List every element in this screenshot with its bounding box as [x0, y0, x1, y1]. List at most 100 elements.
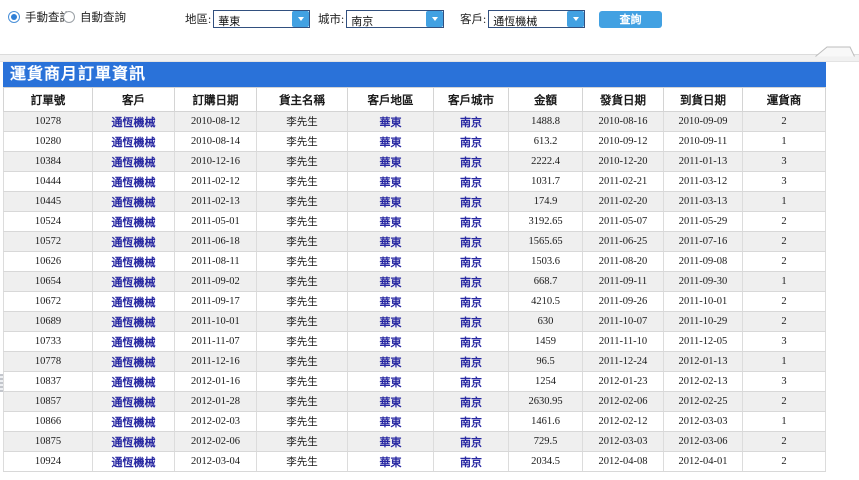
cell-order-id: 10837: [3, 371, 93, 392]
cell-link-customer-city[interactable]: 南京: [433, 411, 509, 432]
cell-link-customer-city[interactable]: 南京: [433, 351, 509, 372]
cell-shipper: 1: [742, 131, 826, 152]
cell-link-customer-region[interactable]: 華東: [347, 411, 434, 432]
cell-arrival-date: 2012-04-01: [663, 451, 743, 472]
header-order-id: 訂單號: [3, 87, 93, 112]
cell-link-customer-city[interactable]: 南京: [433, 271, 509, 292]
cell-link-customer-region[interactable]: 華東: [347, 131, 434, 152]
cell-link-customer[interactable]: 通恆機械: [92, 151, 175, 172]
cell-link-customer[interactable]: 通恆機械: [92, 251, 175, 272]
cell-order-id: 10524: [3, 211, 93, 232]
header-customer-region: 客戶地區: [347, 87, 434, 112]
cell-link-customer-city[interactable]: 南京: [433, 311, 509, 332]
cell-arrival-date: 2011-10-01: [663, 291, 743, 312]
cell-link-customer[interactable]: 通恆機械: [92, 451, 175, 472]
cell-link-customer-region[interactable]: 華東: [347, 231, 434, 252]
cell-link-customer-region[interactable]: 華東: [347, 431, 434, 452]
cell-link-customer-region[interactable]: 華東: [347, 351, 434, 372]
cell-link-customer[interactable]: 通恆機械: [92, 211, 175, 232]
cell-order-date: 2011-10-01: [174, 311, 257, 332]
cell-link-customer[interactable]: 通恆機械: [92, 431, 175, 452]
cell-link-customer[interactable]: 通恆機械: [92, 331, 175, 352]
region-select[interactable]: 華東: [213, 10, 311, 28]
cell-link-customer[interactable]: 通恆機械: [92, 391, 175, 412]
cell-link-customer-city[interactable]: 南京: [433, 391, 509, 412]
cell-link-customer-region[interactable]: 華東: [347, 391, 434, 412]
cell-link-customer[interactable]: 通恆機械: [92, 371, 175, 392]
cell-order-id: 10654: [3, 271, 93, 292]
query-button[interactable]: 查詢: [599, 11, 662, 28]
cell-link-customer-city[interactable]: 南京: [433, 111, 509, 132]
cell-link-customer-city[interactable]: 南京: [433, 231, 509, 252]
cell-link-customer-region[interactable]: 華東: [347, 451, 434, 472]
cell-shipper: 2: [742, 451, 826, 472]
cell-link-customer-city[interactable]: 南京: [433, 451, 509, 472]
cell-arrival-date: 2011-09-30: [663, 271, 743, 292]
cell-link-customer-region[interactable]: 華東: [347, 271, 434, 292]
cell-order-date: 2011-09-02: [174, 271, 257, 292]
cell-link-customer-region[interactable]: 華東: [347, 171, 434, 192]
cell-owner-name: 李先生: [256, 251, 348, 272]
table-row: 10689 通恆機械 2011-10-01 李先生 華東 南京 630 2011-10-07 2…: [3, 311, 826, 332]
cell-link-customer[interactable]: 通恆機械: [92, 191, 175, 212]
cell-amount: 1254: [508, 371, 583, 392]
cell-link-customer[interactable]: 通恆機械: [92, 411, 175, 432]
city-select[interactable]: 南京: [346, 10, 445, 28]
cell-order-date: 2011-06-18: [174, 231, 257, 252]
cell-link-customer-region[interactable]: 華東: [347, 151, 434, 172]
cell-link-customer[interactable]: 通恆機械: [92, 291, 175, 312]
cell-link-customer[interactable]: 通恆機械: [92, 311, 175, 332]
cell-link-customer[interactable]: 通恆機械: [92, 171, 175, 192]
cell-ship-date: 2012-02-12: [582, 411, 664, 432]
customer-select[interactable]: 通恆機械: [488, 10, 586, 28]
cell-link-customer[interactable]: 通恆機械: [92, 231, 175, 252]
cell-link-customer-region[interactable]: 華東: [347, 331, 434, 352]
table-row: 10672 通恆機械 2011-09-17 李先生 華東 南京 4210.5 2011-09-…: [3, 291, 826, 312]
cell-owner-name: 李先生: [256, 191, 348, 212]
cell-link-customer-city[interactable]: 南京: [433, 131, 509, 152]
city-dropdown-arrow-icon[interactable]: [426, 11, 444, 27]
cell-link-customer-region[interactable]: 華東: [347, 191, 434, 212]
cell-link-customer-region[interactable]: 華東: [347, 311, 434, 332]
cell-link-customer-city[interactable]: 南京: [433, 331, 509, 352]
table-row: 10278 通恆機械 2010-08-12 李先生 華東 南京 1488.8 2010-08-…: [3, 111, 826, 132]
cell-link-customer[interactable]: 通恆機械: [92, 271, 175, 292]
auto-query-radio[interactable]: [63, 11, 75, 23]
cell-link-customer-region[interactable]: 華東: [347, 211, 434, 232]
header-amount: 金額: [508, 87, 583, 112]
cell-link-customer-city[interactable]: 南京: [433, 371, 509, 392]
cell-order-id: 10857: [3, 391, 93, 412]
cell-link-customer-city[interactable]: 南京: [433, 151, 509, 172]
table-row: 10778 通恆機械 2011-12-16 李先生 華東 南京 96.5 2011-12-24…: [3, 351, 826, 372]
cell-link-customer-region[interactable]: 華東: [347, 111, 434, 132]
cell-link-customer-region[interactable]: 華東: [347, 291, 434, 312]
region-dropdown-arrow-icon[interactable]: [292, 11, 310, 27]
customer-dropdown-arrow-icon[interactable]: [567, 11, 585, 27]
cell-link-customer-region[interactable]: 華東: [347, 251, 434, 272]
vertical-splitter-grip[interactable]: [0, 374, 5, 392]
manual-query-radio[interactable]: [8, 11, 20, 23]
cell-order-date: 2012-02-03: [174, 411, 257, 432]
cell-link-customer-region[interactable]: 華東: [347, 371, 434, 392]
cell-link-customer-city[interactable]: 南京: [433, 291, 509, 312]
cell-amount: 1031.7: [508, 171, 583, 192]
cell-link-customer[interactable]: 通恆機械: [92, 111, 175, 132]
horizontal-splitter[interactable]: [0, 54, 859, 62]
cell-shipper: 1: [742, 411, 826, 432]
table-row: 10384 通恆機械 2010-12-16 李先生 華東 南京 2222.4 2010-12-…: [3, 151, 826, 172]
cell-link-customer-city[interactable]: 南京: [433, 191, 509, 212]
cell-link-customer-city[interactable]: 南京: [433, 431, 509, 452]
header-customer: 客戶: [92, 87, 175, 112]
cell-link-customer[interactable]: 通恆機械: [92, 131, 175, 152]
cell-link-customer-city[interactable]: 南京: [433, 211, 509, 232]
splitter-collapse-handle[interactable]: [815, 44, 855, 57]
cell-link-customer[interactable]: 通恆機械: [92, 351, 175, 372]
cell-order-date: 2011-02-13: [174, 191, 257, 212]
manual-query-radio-group[interactable]: 手動查詢: [8, 9, 71, 25]
cell-link-customer-city[interactable]: 南京: [433, 171, 509, 192]
cell-amount: 3192.65: [508, 211, 583, 232]
cell-arrival-date: 2011-05-29: [663, 211, 743, 232]
cell-owner-name: 李先生: [256, 131, 348, 152]
cell-link-customer-city[interactable]: 南京: [433, 251, 509, 272]
auto-query-radio-group[interactable]: 自動查詢: [63, 9, 126, 25]
